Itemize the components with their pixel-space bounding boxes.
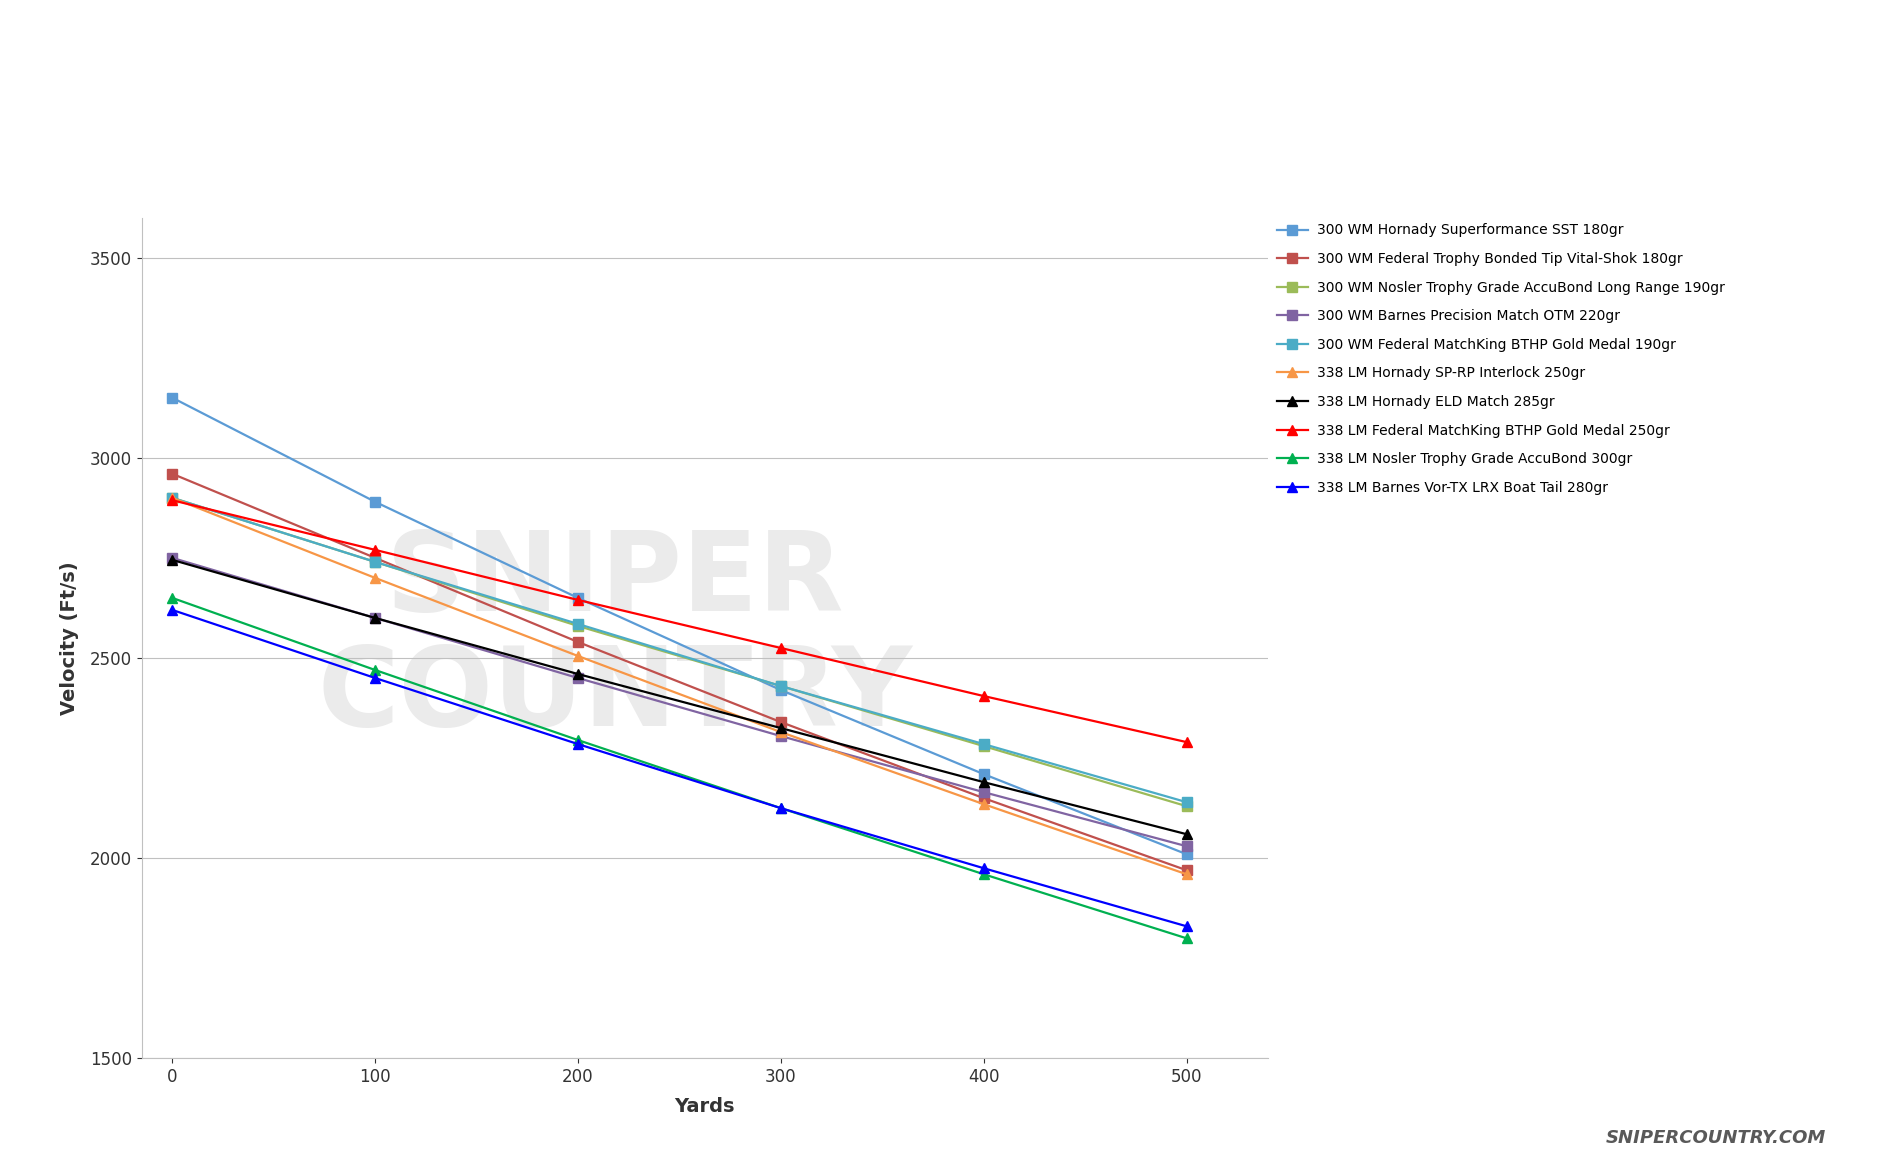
338 LM Nosler Trophy Grade AccuBond 300gr [363,663,386,677]
Line: 300 WM Barnes Precision Match OTM 220gr: 300 WM Barnes Precision Match OTM 220gr [168,553,1192,851]
300 WM Barnes Precision Match OTM 220gr [363,610,386,624]
300 WM Barnes Precision Match OTM 220gr [1175,840,1198,854]
338 LM Hornady ELD Match 285gr [566,667,588,681]
338 LM Barnes Vor-TX LRX Boat Tail 280gr [1175,920,1198,934]
Text: BULLET VELOCITY: BULLET VELOCITY [545,34,1347,113]
300 WM Nosler Trophy Grade AccuBond Long Range 190gr [566,619,588,633]
338 LM Federal MatchKing BTHP Gold Medal 250gr [161,493,184,507]
338 LM Hornady ELD Match 285gr [161,553,184,567]
338 LM Barnes Vor-TX LRX Boat Tail 280gr [566,737,588,751]
338 LM Federal MatchKing BTHP Gold Medal 250gr [363,543,386,557]
300 WM Federal MatchKing BTHP Gold Medal 190gr [770,679,793,693]
338 LM Barnes Vor-TX LRX Boat Tail 280gr [972,861,995,875]
300 WM Federal Trophy Bonded Tip Vital-Shok 180gr [566,635,588,649]
Legend: 300 WM Hornady Superformance SST 180gr, 300 WM Federal Trophy Bonded Tip Vital-S: 300 WM Hornady Superformance SST 180gr, … [1277,223,1726,495]
300 WM Federal Trophy Bonded Tip Vital-Shok 180gr [972,791,995,806]
300 WM Federal Trophy Bonded Tip Vital-Shok 180gr [770,715,793,729]
Text: SNIPERCOUNTRY.COM: SNIPERCOUNTRY.COM [1606,1129,1826,1148]
300 WM Hornady Superformance SST 180gr [161,390,184,405]
338 LM Federal MatchKing BTHP Gold Medal 250gr [770,641,793,655]
300 WM Nosler Trophy Grade AccuBond Long Range 190gr [161,490,184,505]
300 WM Nosler Trophy Grade AccuBond Long Range 190gr [1175,800,1198,814]
300 WM Federal Trophy Bonded Tip Vital-Shok 180gr [363,550,386,564]
X-axis label: Yards: Yards [675,1097,734,1116]
338 LM Barnes Vor-TX LRX Boat Tail 280gr [770,801,793,815]
338 LM Hornady SP-RP Interlock 250gr [566,649,588,663]
Line: 338 LM Federal MatchKing BTHP Gold Medal 250gr: 338 LM Federal MatchKing BTHP Gold Medal… [168,495,1192,747]
Line: 300 WM Hornady Superformance SST 180gr: 300 WM Hornady Superformance SST 180gr [168,393,1192,858]
338 LM Hornady SP-RP Interlock 250gr [770,726,793,740]
300 WM Federal MatchKing BTHP Gold Medal 190gr [161,490,184,505]
338 LM Barnes Vor-TX LRX Boat Tail 280gr [161,603,184,617]
300 WM Federal Trophy Bonded Tip Vital-Shok 180gr [161,467,184,481]
338 LM Federal MatchKing BTHP Gold Medal 250gr [1175,735,1198,749]
Line: 300 WM Federal Trophy Bonded Tip Vital-Shok 180gr: 300 WM Federal Trophy Bonded Tip Vital-S… [168,469,1192,875]
Line: 300 WM Nosler Trophy Grade AccuBond Long Range 190gr: 300 WM Nosler Trophy Grade AccuBond Long… [168,493,1192,811]
300 WM Barnes Precision Match OTM 220gr [161,550,184,564]
338 LM Hornady ELD Match 285gr [972,775,995,789]
338 LM Barnes Vor-TX LRX Boat Tail 280gr [363,671,386,686]
300 WM Federal MatchKing BTHP Gold Medal 190gr [972,737,995,751]
300 WM Nosler Trophy Grade AccuBond Long Range 190gr [363,555,386,569]
338 LM Hornady SP-RP Interlock 250gr [1175,867,1198,881]
300 WM Hornady Superformance SST 180gr [1175,847,1198,861]
Text: SNIPER
COUNTRY: SNIPER COUNTRY [318,527,912,749]
338 LM Nosler Trophy Grade AccuBond 300gr [1175,931,1198,946]
300 WM Barnes Precision Match OTM 220gr [972,786,995,800]
338 LM Hornady ELD Match 285gr [770,721,793,735]
338 LM Hornady SP-RP Interlock 250gr [161,490,184,505]
338 LM Hornady SP-RP Interlock 250gr [363,570,386,584]
338 LM Hornady ELD Match 285gr [1175,827,1198,841]
Y-axis label: Velocity (Ft/s): Velocity (Ft/s) [61,561,79,715]
Line: 338 LM Hornady ELD Match 285gr: 338 LM Hornady ELD Match 285gr [168,555,1192,838]
Line: 338 LM Barnes Vor-TX LRX Boat Tail 280gr: 338 LM Barnes Vor-TX LRX Boat Tail 280gr [168,606,1192,931]
338 LM Hornady SP-RP Interlock 250gr [972,797,995,811]
338 LM Federal MatchKing BTHP Gold Medal 250gr [972,689,995,703]
300 WM Hornady Superformance SST 180gr [770,683,793,697]
300 WM Hornady Superformance SST 180gr [363,495,386,509]
300 WM Federal MatchKing BTHP Gold Medal 190gr [566,617,588,632]
338 LM Nosler Trophy Grade AccuBond 300gr [972,867,995,881]
Line: 338 LM Nosler Trophy Grade AccuBond 300gr: 338 LM Nosler Trophy Grade AccuBond 300g… [168,593,1192,943]
300 WM Barnes Precision Match OTM 220gr [566,671,588,686]
300 WM Barnes Precision Match OTM 220gr [770,729,793,743]
Line: 338 LM Hornady SP-RP Interlock 250gr: 338 LM Hornady SP-RP Interlock 250gr [168,493,1192,880]
338 LM Hornady ELD Match 285gr [363,610,386,624]
300 WM Hornady Superformance SST 180gr [566,590,588,604]
300 WM Hornady Superformance SST 180gr [972,767,995,781]
300 WM Nosler Trophy Grade AccuBond Long Range 190gr [770,679,793,693]
300 WM Federal Trophy Bonded Tip Vital-Shok 180gr [1175,863,1198,877]
338 LM Federal MatchKing BTHP Gold Medal 250gr [566,593,588,607]
338 LM Nosler Trophy Grade AccuBond 300gr [566,733,588,747]
338 LM Nosler Trophy Grade AccuBond 300gr [770,801,793,815]
300 WM Federal MatchKing BTHP Gold Medal 190gr [363,555,386,569]
300 WM Nosler Trophy Grade AccuBond Long Range 190gr [972,739,995,753]
300 WM Federal MatchKing BTHP Gold Medal 190gr [1175,795,1198,809]
Line: 300 WM Federal MatchKing BTHP Gold Medal 190gr: 300 WM Federal MatchKing BTHP Gold Medal… [168,493,1192,807]
338 LM Nosler Trophy Grade AccuBond 300gr [161,590,184,604]
